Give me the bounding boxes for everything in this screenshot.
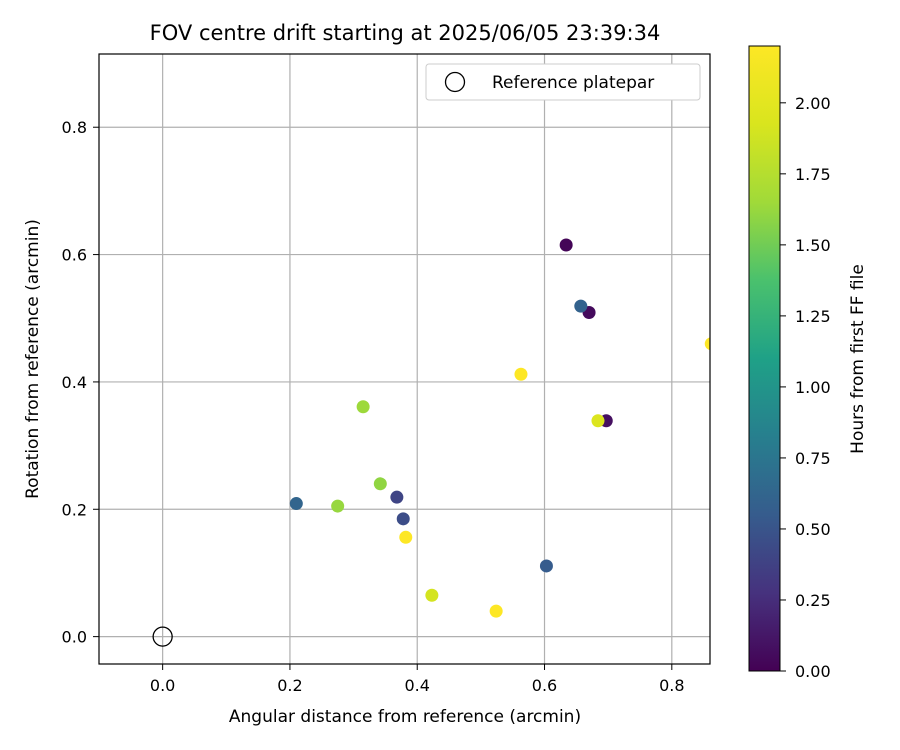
data-point: [704, 337, 710, 351]
data-point: [591, 414, 605, 428]
data-point: [399, 530, 413, 544]
data-point: [396, 512, 410, 526]
colorbar-tick-label: 1.25: [795, 307, 831, 326]
y-tick-label: 0.6: [62, 246, 87, 265]
legend-box: [425, 63, 701, 101]
y-tick-label: 0.0: [62, 628, 87, 647]
data-point: [489, 604, 503, 618]
data-point: [514, 367, 528, 381]
x-axis-ticks: 0.0 0.2 0.4 0.6 0.8: [150, 664, 685, 695]
data-point: [539, 559, 553, 573]
colorbar-tick-label: 1.75: [795, 165, 831, 184]
y-tick-label: 0.2: [62, 500, 87, 519]
x-tick-label: 0.8: [659, 676, 684, 695]
chart-title: FOV centre drift starting at 2025/06/05 …: [150, 21, 661, 45]
y-axis-label: Rotation from reference (arcmin): [23, 219, 43, 499]
colorbar-tick-label: 1.00: [795, 378, 831, 397]
data-point: [390, 490, 404, 504]
colorbar-tick-label: 1.50: [795, 236, 831, 255]
colorbar-tick-label: 0.75: [795, 449, 831, 468]
reference-platepar-marker: [152, 626, 173, 647]
x-tick-label: 0.4: [405, 676, 430, 695]
data-point: [331, 499, 345, 513]
colorbar-ticks: 0.00 0.25 0.50 0.75 1.00 1.25 1.50 1.75 2.00: [780, 94, 831, 681]
data-point: [356, 400, 370, 414]
y-tick-label: 0.4: [62, 373, 87, 392]
colorbar-label: Hours from first FF file: [848, 264, 868, 454]
colorbar-tick-label: 0.50: [795, 520, 831, 539]
grid: [99, 54, 710, 664]
colorbar-tick-label: 0.25: [795, 591, 831, 610]
plot-frame: [98, 53, 711, 665]
x-tick-label: 0.6: [532, 676, 557, 695]
data-point: [559, 238, 573, 252]
x-tick-label: 0.2: [277, 676, 302, 695]
data-points: [289, 238, 710, 618]
legend-marker: [444, 71, 466, 93]
x-axis-label: Angular distance from reference (arcmin): [229, 707, 581, 727]
legend: Reference platepar: [425, 63, 701, 101]
data-point: [425, 588, 439, 602]
data-point: [574, 299, 588, 313]
data-point: [373, 477, 387, 491]
colorbar-tick-label: 0.00: [795, 662, 831, 681]
x-tick-label: 0.0: [150, 676, 175, 695]
colorbar: [748, 45, 781, 672]
y-tick-label: 0.8: [62, 118, 87, 137]
colorbar-tick-label: 2.00: [795, 94, 831, 113]
y-axis-ticks: 0.0 0.2 0.4 0.6 0.8: [62, 118, 99, 647]
legend-label: Reference platepar: [492, 73, 654, 93]
data-point: [289, 497, 303, 511]
